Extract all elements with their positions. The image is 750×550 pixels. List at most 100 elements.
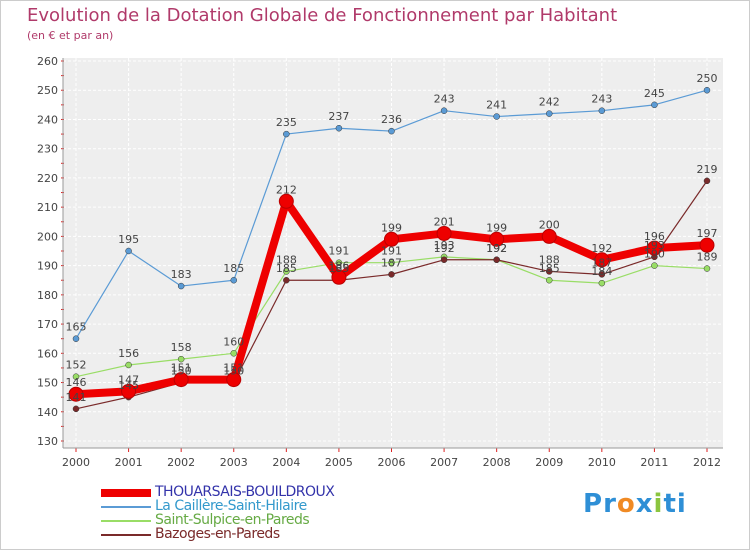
data-point: [388, 259, 395, 266]
data-point: [283, 130, 290, 138]
data-point: [125, 361, 132, 369]
legend-label: THOUARSAIS-BOUILDROUX: [155, 484, 335, 500]
x-tick-label: 2001: [115, 456, 143, 469]
data-label: 165: [66, 321, 87, 334]
data-label: 192: [434, 242, 455, 255]
legend-label: La Caillère-Saint-Hilaire: [155, 498, 307, 514]
data-point: [436, 225, 452, 241]
data-label: 201: [434, 215, 455, 228]
y-tick-label: 260: [37, 55, 58, 68]
legend-label: Bazoges-en-Pareds: [155, 526, 280, 542]
data-label: 185: [539, 262, 560, 275]
data-label: 151: [171, 362, 192, 375]
data-point: [72, 335, 80, 342]
data-label: 241: [486, 99, 507, 112]
data-point: [230, 350, 237, 357]
data-label: 192: [486, 242, 507, 255]
data-label: 160: [223, 335, 244, 348]
legend-swatch: [101, 534, 151, 536]
data-label: 141: [66, 391, 87, 404]
data-point: [125, 247, 132, 255]
data-point: [331, 269, 347, 285]
x-tick-label: 2000: [62, 456, 90, 469]
data-point: [121, 383, 137, 399]
data-label: 193: [434, 239, 455, 252]
data-point: [541, 228, 557, 244]
data-label: 185: [328, 262, 349, 275]
data-label: 150: [223, 365, 244, 378]
data-point: [594, 252, 610, 268]
x-tick-label: 2006: [378, 456, 406, 469]
y-tick-label: 210: [37, 201, 58, 214]
x-tick-label: 2010: [588, 456, 616, 469]
data-label: 187: [591, 256, 612, 269]
data-label: 188: [539, 253, 560, 266]
data-label: 236: [381, 113, 402, 126]
data-label: 158: [171, 341, 192, 354]
data-label: 250: [697, 72, 718, 85]
legend-swatch: [101, 520, 151, 522]
data-point: [68, 386, 84, 402]
data-label: 185: [223, 262, 244, 275]
data-label: 151: [223, 362, 244, 375]
data-point: [703, 86, 711, 94]
data-point: [173, 372, 189, 388]
data-label: 199: [381, 221, 402, 234]
y-tick-label: 220: [37, 172, 58, 185]
data-point: [546, 110, 553, 117]
x-tick-label: 2009: [535, 456, 563, 469]
data-point: [598, 279, 606, 287]
data-label: 243: [434, 93, 455, 106]
data-point: [440, 256, 448, 264]
y-tick-label: 140: [37, 406, 58, 419]
data-label: 187: [381, 256, 402, 269]
data-point: [278, 193, 294, 209]
data-label: 184: [591, 265, 612, 278]
data-point: [489, 231, 505, 247]
data-point: [598, 271, 606, 278]
y-tick-label: 130: [37, 435, 58, 448]
data-point: [703, 265, 711, 272]
data-label: 196: [644, 230, 665, 243]
data-label: 245: [644, 87, 665, 100]
data-label: 156: [118, 347, 139, 360]
data-label: 243: [591, 93, 612, 106]
data-label: 146: [66, 376, 87, 389]
data-label: 192: [486, 242, 507, 255]
logo-letter: i: [676, 489, 687, 519]
data-point: [598, 107, 606, 114]
data-point: [699, 237, 715, 253]
legend-swatch: [101, 489, 151, 497]
y-tick-label: 170: [37, 318, 58, 331]
x-tick-label: 2004: [272, 456, 300, 469]
data-point: [440, 107, 448, 114]
logo-letter: P: [583, 489, 604, 519]
data-point: [335, 124, 343, 132]
data-label: 183: [171, 268, 192, 281]
logo-letter: x: [635, 489, 654, 519]
data-label: 191: [381, 245, 402, 258]
data-point: [546, 268, 553, 275]
data-label: 147: [118, 373, 139, 386]
data-point: [651, 262, 658, 269]
data-point: [388, 127, 395, 135]
logo-letter: r: [603, 489, 617, 519]
proxiti-logo: Proxiti: [583, 489, 687, 519]
data-point: [283, 268, 290, 275]
chart-title: Evolution de la Dotation Globale de Fonc…: [27, 5, 618, 26]
logo-letter: i: [653, 489, 664, 519]
y-tick-label: 230: [37, 143, 58, 156]
data-label: 152: [66, 359, 87, 372]
y-tick-label: 250: [37, 84, 58, 97]
y-tick-label: 180: [37, 289, 58, 302]
data-label: 237: [328, 110, 349, 123]
y-tick-label: 190: [37, 260, 58, 273]
data-label: 212: [276, 183, 297, 196]
data-point: [72, 405, 80, 413]
logo-letter: t: [663, 489, 677, 519]
data-label: 193: [644, 239, 665, 252]
data-point: [493, 113, 500, 120]
chart-subtitle: (en € et par an): [27, 29, 114, 42]
data-point: [646, 240, 662, 256]
